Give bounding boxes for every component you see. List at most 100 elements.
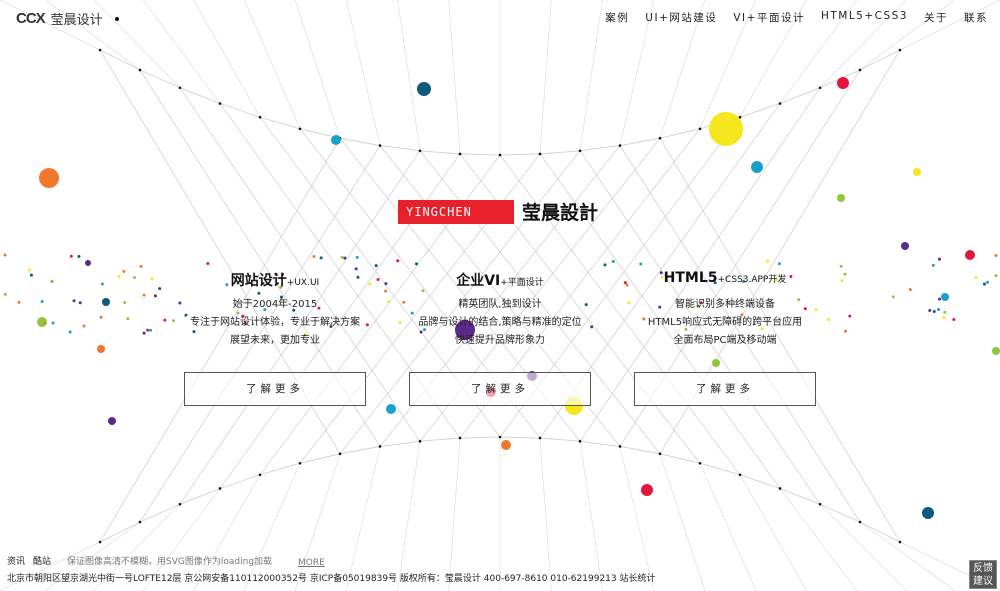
title-main: HTML5 — [663, 270, 718, 286]
decor-particle — [982, 282, 986, 286]
decor-particle — [625, 283, 629, 287]
decor-particle — [149, 328, 153, 332]
title-main: 企业VI — [456, 273, 501, 289]
decor-particle — [699, 301, 703, 305]
decor-dot — [455, 320, 475, 340]
mesh-line — [448, 438, 461, 591]
brand-en: YINGCHEN — [398, 199, 514, 224]
more-link[interactable]: MORE — [298, 558, 325, 568]
decor-particle — [312, 255, 316, 259]
mesh-line — [0, 0, 101, 51]
mesh-node — [498, 153, 502, 157]
footer-link-cool-sites[interactable]: 酷站 — [33, 556, 52, 567]
decor-particle — [329, 325, 333, 329]
logo[interactable]: CCX 莹晨设计 — [16, 9, 119, 28]
decor-particle — [340, 255, 344, 259]
decor-particle — [281, 272, 285, 276]
decor-dot — [39, 168, 59, 188]
nav-ui-web[interactable]: UI+网站建设 — [645, 12, 718, 24]
decor-particle — [50, 279, 54, 283]
mesh-line — [859, 0, 956, 71]
logo-text: 莹晨设计 — [50, 13, 103, 28]
decor-particle — [421, 289, 425, 293]
feedback-button[interactable]: 反馈建议 — [969, 560, 997, 589]
learn-more-button[interactable]: 了解更多 — [634, 372, 816, 406]
decor-particle — [163, 318, 167, 322]
mesh-node — [218, 102, 222, 105]
learn-more-button[interactable]: 了解更多 — [409, 372, 591, 406]
decor-particle — [142, 293, 146, 297]
learn-more-button[interactable]: 了解更多 — [184, 372, 366, 406]
decor-particle — [72, 299, 76, 303]
decor-particle — [974, 275, 978, 279]
mesh-node — [698, 461, 702, 465]
decor-particle — [942, 316, 946, 320]
brand-cn: 莹晨設計 — [522, 202, 599, 224]
mesh-node — [458, 436, 462, 440]
mesh-line — [539, 438, 552, 591]
mesh-line — [659, 138, 901, 543]
decor-particle — [356, 275, 360, 279]
decor-particle — [740, 313, 744, 317]
title-sub: +CSS3.APP开发 — [717, 275, 787, 285]
decor-particle — [51, 321, 55, 325]
mesh-node — [738, 473, 742, 477]
mesh-line — [659, 0, 706, 139]
main-nav: 案例 UI+网站建设 VI+平面设计 HTML5+CSS3 关于 联系 — [605, 10, 988, 25]
decor-particle — [742, 280, 746, 284]
footer-link-news[interactable]: 资讯 — [7, 556, 26, 567]
decor-particle — [146, 328, 150, 332]
decor-particle — [292, 308, 296, 312]
decor-particle — [611, 259, 615, 263]
decor-particle — [29, 273, 33, 277]
nav-vi[interactable]: VI+平面设计 — [733, 12, 805, 24]
mesh-node — [298, 127, 302, 131]
decor-particle — [99, 315, 103, 319]
decor-particle — [172, 319, 176, 323]
decor-dot — [501, 440, 511, 450]
decor-particle — [123, 300, 127, 304]
decor-dot — [837, 77, 849, 89]
mesh-node — [898, 48, 902, 52]
nav-about[interactable]: 关于 — [924, 12, 948, 24]
mesh-line — [139, 145, 381, 523]
service-title: HTML5+CSS3.APP开发 — [634, 270, 816, 296]
decor-particle — [77, 255, 81, 259]
decor-dot — [837, 194, 845, 202]
decor-dot — [922, 507, 934, 519]
decor-particle — [257, 291, 261, 295]
decor-particle — [158, 287, 162, 291]
mesh-line — [92, 503, 181, 591]
decor-particle — [994, 253, 998, 257]
decor-particle — [236, 311, 240, 315]
decor-particle — [415, 262, 419, 266]
mesh-line — [345, 0, 381, 146]
mesh-node — [258, 115, 262, 119]
mesh-node — [298, 461, 302, 465]
mesh-line — [243, 463, 301, 591]
decor-particle — [590, 325, 594, 329]
decor-particle — [317, 306, 321, 310]
decor-dot — [941, 293, 949, 301]
decor-particle — [814, 308, 818, 312]
decor-particle — [117, 274, 121, 278]
decor-dot — [102, 298, 110, 306]
decor-particle — [839, 264, 843, 268]
footer-info: 北京市朝阳区望京湖光中街一号LOFTE12层 京公网安备110112000352… — [7, 574, 656, 584]
mesh-line — [859, 521, 957, 591]
nav-cases[interactable]: 案例 — [605, 12, 630, 24]
decor-particle — [319, 256, 323, 260]
decor-particle — [150, 277, 154, 281]
mesh-node — [898, 540, 902, 544]
decor-particle — [225, 283, 229, 287]
decor-dot — [108, 417, 116, 425]
mesh-line — [44, 0, 141, 71]
nav-html5[interactable]: HTML5+CSS3 — [820, 10, 908, 22]
desc-line: 精英团队,独到设计 — [458, 299, 542, 310]
mesh-line — [619, 446, 655, 591]
decor-particle — [908, 288, 912, 292]
decor-particle — [937, 307, 941, 311]
nav-contact[interactable]: 联系 — [964, 12, 988, 24]
decor-particle — [376, 277, 380, 281]
mesh-line — [659, 453, 706, 591]
